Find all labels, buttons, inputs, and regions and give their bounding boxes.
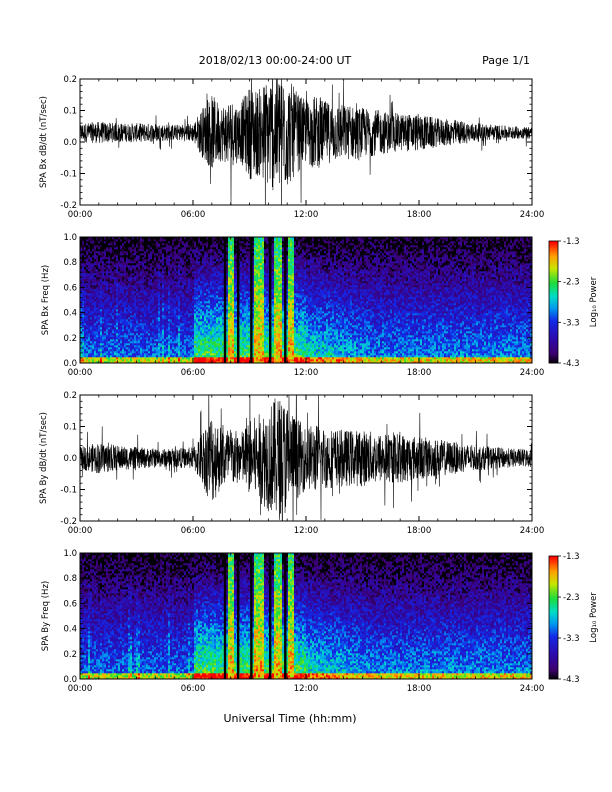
x-tick-label: 00:00	[68, 210, 93, 220]
data-gap-line	[269, 553, 272, 679]
x-tick-label: 24:00	[520, 684, 545, 694]
page-indicator: Page 1/1	[482, 54, 530, 67]
x-tick-label: 24:00	[520, 526, 545, 536]
data-gap-line	[237, 553, 240, 679]
colorbar-tick-label: -3.3	[563, 634, 580, 644]
x-tick-label: 12:00	[294, 368, 319, 378]
y-tick-label: 0.1	[63, 423, 77, 433]
y-tick-label: 0.4	[63, 309, 77, 319]
colorbar-label: Log₁₀ Power	[589, 592, 599, 643]
y-tick-label: 0.8	[63, 574, 77, 584]
by-dbdt-panel: 00:00 06:00 12:00 18:00 24:00 -0.2 -0.1 0.0 0.1 0…	[39, 391, 544, 536]
y-tick-label: 0.2	[63, 391, 77, 401]
bx-spectrogram-image	[80, 237, 532, 363]
y-tick-label: 0.2	[63, 650, 77, 660]
y-tick-label: -0.2	[60, 517, 77, 527]
figure-title: 2018/02/13 00:00-24:00 UT	[199, 54, 352, 67]
y-tick-label: 0.8	[63, 258, 77, 268]
data-gap-line	[250, 237, 253, 363]
y-tick-label: 0.0	[63, 675, 77, 685]
data-gap-line	[284, 553, 287, 679]
colorbar-tick-label: -1.3	[563, 237, 580, 247]
x-tick-label: 06:00	[181, 526, 206, 536]
bx-spectrogram-axes: 00:00 06:00 12:00 18:00 24:00 0.0 0.2 0.4 0.6 0.8…	[63, 233, 544, 378]
colorbar-tick-label: -2.3	[563, 278, 580, 288]
y-tick-label: 0.4	[63, 625, 77, 635]
y-tick-label: 0.0	[63, 454, 77, 464]
data-gap-line	[269, 237, 272, 363]
colorbar-tick-label: -3.3	[563, 318, 580, 328]
colorbar-tick-label: -4.3	[563, 359, 580, 369]
x-tick-label: 24:00	[520, 368, 545, 378]
x-tick-label: 18:00	[407, 526, 432, 536]
bx-dbdt-trace	[80, 79, 532, 205]
y-tick-label: 0.6	[63, 283, 77, 293]
data-gap-line	[223, 553, 227, 679]
x-tick-label: 06:00	[181, 684, 206, 694]
x-tick-label: 00:00	[68, 684, 93, 694]
colorbar-top: -1.3 -2.3 -3.3 -4.3 Log₁₀ Power	[548, 237, 599, 369]
dbdt-trace-line	[80, 79, 532, 205]
by-dbdt-axes: 00:00 06:00 12:00 18:00 24:00 -0.2 -0.1 0.0 0.1 0…	[60, 391, 544, 536]
x-tick-label: 12:00	[294, 684, 319, 694]
by-spectrogram-image	[80, 553, 532, 679]
by-spectrogram-axes: 00:00 06:00 12:00 18:00 24:00 0.0 0.2 0.4 0.6 0.8…	[63, 549, 544, 694]
x-axis-label: Universal Time (hh:mm)	[224, 712, 357, 725]
y-tick-label: 1.0	[63, 549, 77, 559]
y-tick-label: 0.1	[63, 107, 77, 117]
x-tick-label: 12:00	[294, 526, 319, 536]
x-tick-label: 12:00	[294, 210, 319, 220]
y-tick-label: -0.1	[60, 486, 77, 496]
bx-dbdt-ylabel: SPA Bx dB/dt (nT/sec)	[39, 96, 49, 188]
x-tick-label: 00:00	[68, 526, 93, 536]
x-tick-label: 18:00	[407, 368, 432, 378]
by-spectrogram-panel: 00:00 06:00 12:00 18:00 24:00 0.0 0.2 0.4 0.6 0.8…	[41, 549, 544, 694]
x-tick-label: 18:00	[407, 684, 432, 694]
x-tick-label: 18:00	[407, 210, 432, 220]
data-gap-line	[223, 237, 227, 363]
colorbar-tick-label: -2.3	[563, 593, 580, 603]
colorbar-tick-label: -1.3	[563, 552, 580, 562]
y-tick-label: -0.2	[60, 201, 77, 211]
x-tick-label: 00:00	[68, 368, 93, 378]
data-gap-line	[237, 237, 240, 363]
bx-spectrogram-ylabel: SPA Bx Freq (Hz)	[41, 265, 51, 335]
data-gap-line	[250, 553, 253, 679]
by-dbdt-ylabel: SPA By dB/dt (nT/sec)	[39, 412, 49, 504]
y-tick-label: 0.0	[63, 138, 77, 148]
bx-dbdt-panel: 00:00 06:00 12:00 18:00 24:00 -0.2 -0.1 0.0 0.1 0…	[39, 75, 544, 220]
y-tick-label: 0.6	[63, 599, 77, 609]
by-dbdt-trace	[80, 395, 532, 521]
bx-spectrogram-panel: 00:00 06:00 12:00 18:00 24:00 0.0 0.2 0.4 0.6 0.8…	[41, 233, 544, 378]
data-gap-line	[284, 237, 287, 363]
bx-dbdt-axes: 00:00 06:00 12:00 18:00 24:00 -0.2 -0.1 0.0 0.1 0…	[60, 75, 544, 220]
y-tick-label: -0.1	[60, 170, 77, 180]
x-tick-label: 24:00	[520, 210, 545, 220]
colorbar-label: Log₁₀ Power	[589, 276, 599, 327]
y-tick-label: 0.2	[63, 75, 77, 85]
colorbar-tick-label: -4.3	[563, 675, 580, 685]
y-tick-label: 1.0	[63, 233, 77, 243]
by-spectrogram-ylabel: SPA By Freq (Hz)	[41, 581, 51, 651]
colorbar-bottom: -1.3 -2.3 -3.3 -4.3 Log₁₀ Power	[548, 552, 599, 685]
x-tick-label: 06:00	[181, 210, 206, 220]
dbdt-trace-line	[80, 395, 532, 521]
y-tick-label: 0.2	[63, 334, 77, 344]
y-tick-label: 0.0	[63, 359, 77, 369]
x-tick-label: 06:00	[181, 368, 206, 378]
